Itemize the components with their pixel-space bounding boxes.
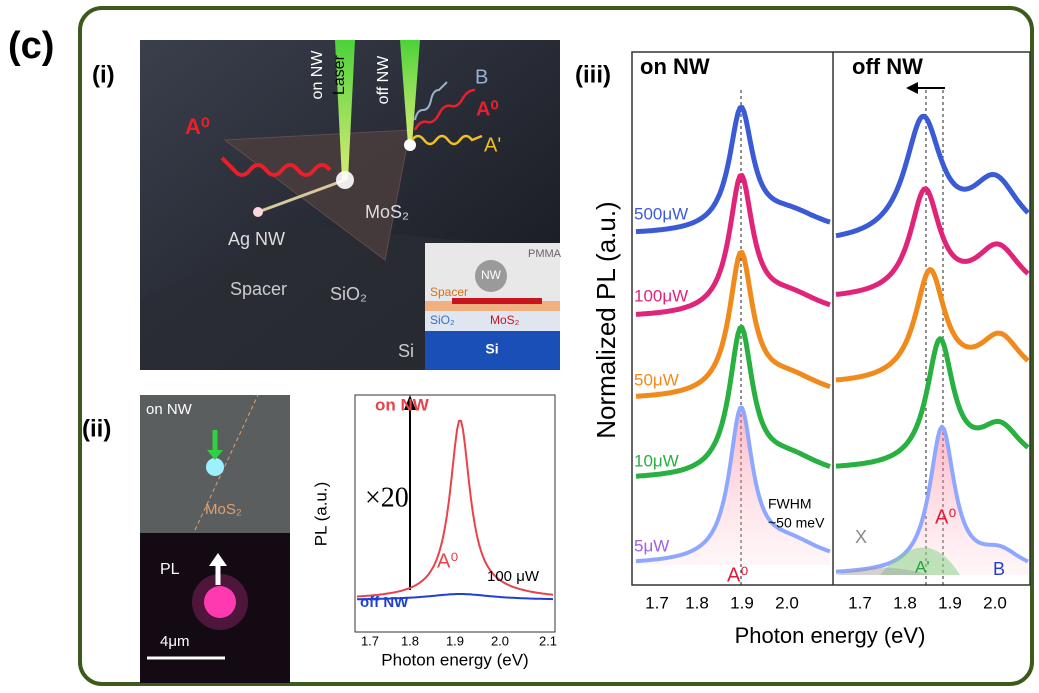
label: on NW — [146, 401, 193, 418]
label: ~50 meV — [768, 515, 825, 531]
title: off NW — [852, 54, 923, 79]
label: SiO₂ — [330, 284, 367, 304]
tick-label: 2.0 — [775, 593, 799, 612]
title: on NW — [640, 54, 710, 79]
label: off NW — [375, 55, 392, 105]
inset-label: PMMA — [528, 248, 562, 260]
label: Ag NW — [228, 229, 285, 249]
sub-label: (iii) — [575, 61, 611, 88]
tick-label: 1.8 — [893, 593, 917, 612]
label: on NW — [309, 50, 326, 100]
tick-label: 2.0 — [491, 633, 509, 648]
tick-label: 1.7 — [848, 593, 872, 612]
label: A' — [915, 557, 930, 576]
tick-label: 1.8 — [401, 633, 419, 648]
tick-label: 1.9 — [938, 593, 962, 612]
spectrum-off — [836, 116, 1028, 236]
label: on NW — [375, 395, 430, 414]
label: MoS₂ — [205, 501, 242, 518]
label: 4μm — [160, 633, 189, 650]
axis-label: Photon energy (eV) — [381, 650, 528, 669]
label: 100 μW — [487, 568, 540, 585]
tick-label: 1.9 — [730, 593, 754, 612]
label: FWHM — [768, 496, 812, 512]
label: A⁰ — [727, 564, 748, 586]
tick-label: 1.8 — [685, 593, 709, 612]
label: A⁰ — [185, 114, 210, 139]
inset-label: MoS₂ — [490, 313, 520, 327]
spectrum-off — [836, 189, 1028, 295]
axis-label: PL (a.u.) — [311, 482, 330, 547]
tick-label: 2.1 — [539, 633, 557, 648]
label: A' — [484, 134, 501, 156]
panel-label: (c) — [8, 25, 54, 67]
inset-label: Si — [485, 341, 498, 357]
sub-label: (i) — [92, 61, 115, 88]
power-label: 10μW — [634, 451, 679, 470]
inset-label: Spacer — [430, 285, 468, 299]
axis-label: Normalized PL (a.u.) — [591, 201, 621, 438]
power-label: 5μW — [634, 536, 669, 555]
power-label: 50μW — [634, 370, 679, 389]
spectrum-off — [836, 339, 1028, 466]
label: PL — [160, 561, 180, 578]
sub-label: (ii) — [82, 415, 111, 442]
inset-label: NW — [481, 268, 502, 282]
inset-label: SiO₂ — [430, 313, 455, 327]
figure: (c) (i) on NW Laser off NW B A⁰ A' A⁰ MoS₂ Ag NW Sp… — [0, 0, 1039, 688]
label: Laser — [331, 54, 348, 95]
plot-iii-axes — [632, 52, 1030, 585]
axis-label: Photon energy (eV) — [735, 623, 926, 648]
label: Spacer — [230, 279, 287, 299]
tick-label: 2.0 — [983, 593, 1007, 612]
power-label: 100μW — [634, 286, 688, 305]
label: B — [993, 559, 1005, 579]
label: B — [475, 66, 488, 88]
label: A⁰ — [476, 98, 498, 120]
power-label: 500μW — [634, 204, 688, 223]
label: A⁰ — [935, 506, 956, 528]
label: off NW — [360, 594, 409, 611]
tick-label: 1.7 — [361, 633, 379, 648]
label: MoS₂ — [365, 202, 409, 222]
tick-label: 1.7 — [645, 593, 669, 612]
label: A⁰ — [437, 550, 458, 572]
tick-label: 1.9 — [446, 633, 464, 648]
label: ×20 — [365, 482, 409, 513]
label: X — [855, 527, 867, 547]
label: Si — [398, 341, 414, 361]
